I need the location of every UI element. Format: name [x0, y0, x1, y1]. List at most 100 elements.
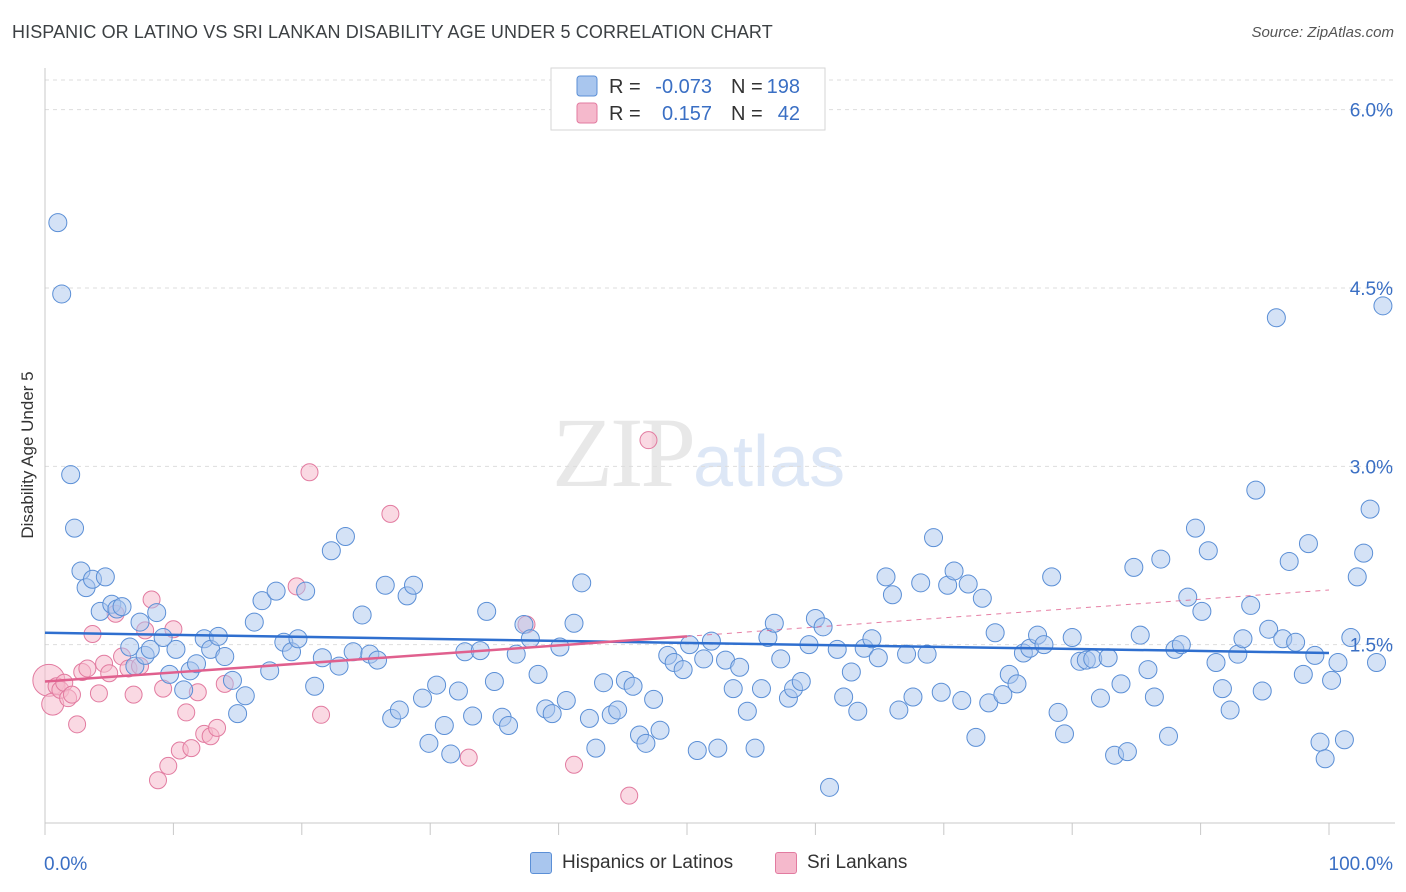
data-point-hispanics [644, 689, 664, 709]
data-point-hispanics [1347, 567, 1367, 587]
data-point-hispanics [889, 700, 909, 720]
data-point-hispanics [1090, 688, 1110, 708]
data-point-hispanics [1171, 635, 1191, 655]
data-point-hispanics [952, 691, 972, 711]
data-point-hispanics [868, 648, 888, 668]
data-point-sri-lankans [208, 718, 227, 737]
data-point-hispanics [187, 654, 207, 674]
data-point-hispanics [556, 691, 576, 711]
data-point-hispanics [1367, 653, 1387, 672]
data-point-hispanics [1062, 628, 1082, 648]
data-point-hispanics [1293, 664, 1313, 684]
data-point-hispanics [848, 701, 868, 721]
data-point-hispanics [708, 738, 728, 758]
legend-n-value-hispanics: 198 [767, 76, 800, 98]
data-point-hispanics [730, 657, 750, 677]
data-point-hispanics [95, 567, 115, 587]
data-point-hispanics [1206, 653, 1226, 672]
legend-box: R = -0.073 N = 198 R = 0.157 N = 42 [550, 67, 826, 131]
data-point-hispanics [827, 639, 847, 659]
trend-line-hispanics [44, 631, 1330, 655]
data-point-sri-lankans [89, 684, 108, 703]
legend-label-hispanics: Hispanics or Latinos [562, 852, 734, 873]
data-point-hispanics [1322, 670, 1342, 690]
data-point-hispanics [723, 679, 743, 699]
data-point-hispanics [694, 649, 714, 669]
data-point-hispanics [862, 629, 882, 649]
data-point-hispanics [296, 581, 316, 601]
data-point-hispanics [911, 573, 931, 593]
data-point-hispanics [636, 733, 656, 753]
data-point-hispanics [813, 617, 833, 637]
data-point-sri-lankans [182, 739, 201, 758]
data-point-hispanics [687, 740, 707, 760]
data-point-hispanics [958, 574, 978, 594]
data-point-hispanics [897, 644, 917, 664]
y-tick-label: 4.5% [1350, 279, 1393, 300]
data-point-hispanics [1252, 681, 1272, 701]
data-point-sri-lankans [159, 756, 178, 775]
data-point-hispanics [1259, 619, 1279, 639]
data-point-hispanics [120, 637, 140, 657]
legend-r-value-srilankans: 0.157 [662, 103, 712, 125]
data-point-hispanics [586, 738, 606, 758]
data-point-hispanics [1144, 687, 1164, 707]
legend-n-label-srilankans: N = [731, 103, 763, 125]
data-point-hispanics [608, 700, 628, 720]
y-tick-label: 6.0% [1350, 101, 1393, 122]
chart-title: HISPANIC OR LATINO VS SRI LANKAN DISABIL… [12, 22, 773, 42]
data-point-hispanics [1124, 557, 1144, 577]
data-point-hispanics [745, 738, 765, 758]
data-point-hispanics [1315, 749, 1335, 769]
data-point-hispanics [1048, 702, 1068, 722]
trend-line-sri-lankans [44, 635, 688, 683]
data-point-hispanics [1111, 674, 1131, 694]
data-point-hispanics [448, 681, 468, 701]
legend-item-srilankans: Sri Lankans [775, 852, 907, 874]
data-point-hispanics [1098, 648, 1118, 668]
data-point-sri-lankans [100, 664, 119, 683]
data-point-hispanics [572, 573, 592, 593]
data-point-hispanics [771, 649, 791, 669]
data-point-hispanics [1192, 601, 1212, 621]
y-tick-label: 3.0% [1350, 457, 1393, 478]
data-point-hispanics [737, 701, 757, 721]
data-point-hispanics [65, 518, 85, 538]
data-point-hispanics [1305, 645, 1325, 665]
data-point-hispanics [228, 704, 248, 724]
data-point-hispanics [174, 680, 194, 700]
data-point-hispanics [680, 635, 700, 655]
legend-n-label-hispanics: N = [731, 76, 763, 98]
data-point-hispanics [321, 541, 341, 561]
data-point-hispanics [917, 644, 937, 664]
data-point-sri-lankans [620, 786, 639, 805]
data-point-hispanics [1198, 541, 1218, 561]
data-point-hispanics [1220, 700, 1240, 720]
sri-lankans-points [32, 431, 658, 805]
data-point-hispanics [944, 561, 964, 581]
data-point-sri-lankans [312, 705, 331, 724]
trend-line-sri-lankans-extension [686, 589, 1330, 637]
data-point-hispanics [244, 612, 264, 632]
data-point-hispanics [1286, 632, 1306, 652]
data-point-hispanics [389, 700, 409, 720]
data-point-hispanics [1042, 567, 1062, 587]
data-point-hispanics [931, 682, 951, 702]
data-point-hispanics [375, 575, 395, 595]
data-point-hispanics [594, 673, 614, 693]
data-point-sri-lankans [177, 703, 196, 722]
data-point-hispanics [48, 213, 68, 233]
data-point-hispanics [499, 716, 519, 736]
tick-labels: 1.5% 3.0% 4.5% 6.0% 0.0% 100.0% [44, 101, 1393, 875]
data-point-hispanics [343, 642, 363, 662]
data-point-hispanics [368, 650, 388, 670]
data-point-hispanics [266, 581, 286, 601]
data-point-hispanics [1279, 551, 1299, 571]
data-point-hispanics [650, 720, 670, 740]
data-point-sri-lankans [124, 685, 143, 704]
data-point-hispanics [1241, 595, 1261, 615]
data-point-hispanics [412, 688, 432, 708]
data-point-sri-lankans [78, 659, 97, 678]
data-point-hispanics [1007, 674, 1027, 694]
